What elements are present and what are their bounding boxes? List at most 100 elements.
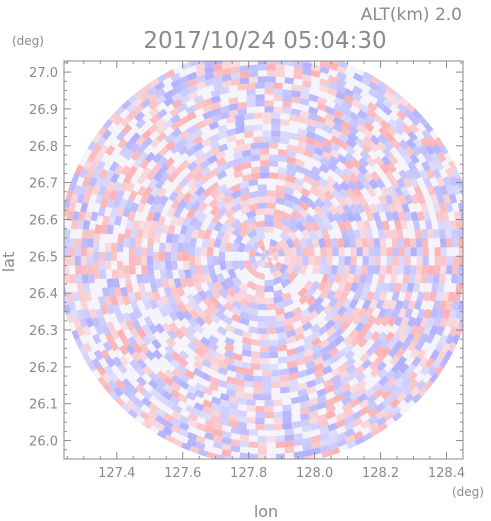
echo-cell — [354, 180, 365, 191]
echo-cell — [329, 61, 340, 66]
echo-cell — [351, 98, 362, 109]
echo-cell — [136, 358, 147, 370]
echo-cell — [375, 220, 384, 231]
echo-cell — [106, 321, 116, 332]
echo-cell — [423, 122, 434, 133]
echo-cell — [171, 98, 183, 109]
echo-cell — [264, 406, 274, 413]
echo-cell — [273, 82, 283, 89]
echo-cell — [97, 126, 108, 137]
echo-cell — [259, 346, 270, 353]
echo-cell — [451, 333, 461, 345]
echo-cell — [264, 220, 275, 227]
echo-cell — [185, 111, 197, 122]
echo-cell — [121, 123, 133, 135]
echo-cell — [152, 349, 163, 360]
echo-cell — [313, 296, 324, 308]
echo-cell — [357, 194, 368, 206]
echo-cell — [230, 72, 241, 80]
echo-cell — [93, 152, 104, 163]
echo-cell — [210, 95, 221, 104]
echo-cell — [307, 303, 318, 314]
echo-cell — [368, 360, 380, 371]
echo-cell — [383, 140, 395, 151]
echo-cell — [392, 411, 403, 422]
echo-cell — [179, 88, 190, 98]
echo-cell — [64, 238, 70, 248]
echo-cell — [146, 86, 158, 97]
echo-cell — [361, 237, 369, 248]
echo-cell — [407, 160, 418, 172]
echo-cell — [305, 379, 317, 389]
echo-cell — [387, 185, 397, 197]
echo-cell — [87, 140, 97, 152]
echo-cell — [132, 96, 144, 108]
echo-cell — [178, 380, 190, 390]
echo-cell — [401, 299, 410, 310]
echo-cell — [355, 372, 367, 383]
echo-cell — [141, 166, 152, 178]
echo-cell — [188, 246, 196, 257]
echo-cell — [159, 269, 168, 280]
echo-cell — [401, 202, 410, 214]
echo-cell — [411, 333, 422, 344]
echo-cell — [58, 270, 64, 279]
echo-cell — [301, 73, 312, 82]
echo-cell — [455, 325, 463, 336]
echo-cell — [323, 190, 335, 201]
echo-cell — [162, 119, 174, 130]
echo-cell — [170, 72, 181, 82]
echo-cell — [423, 308, 433, 320]
echo-cell — [201, 150, 213, 161]
echo-cell — [58, 243, 64, 252]
echo-cell — [266, 327, 277, 335]
echo-cell — [346, 211, 356, 223]
echo-cell — [193, 178, 205, 190]
echo-cell — [381, 220, 390, 231]
echo-cell — [281, 211, 293, 221]
echo-cell — [163, 412, 174, 423]
echo-cell — [297, 214, 309, 226]
echo-cell — [164, 157, 175, 168]
echo-cell — [414, 273, 422, 284]
echo-cell — [342, 166, 354, 178]
echo-cell — [395, 347, 406, 359]
echo-cell — [219, 393, 230, 402]
echo-cell — [349, 237, 357, 248]
echo-cell — [79, 184, 88, 196]
echo-cell — [418, 356, 429, 368]
echo-cell — [243, 260, 253, 271]
echo-cell — [453, 291, 462, 302]
echo-cell — [365, 345, 377, 357]
echo-cell — [146, 247, 154, 257]
echo-cell — [147, 238, 155, 248]
echo-cell — [275, 307, 286, 316]
echo-cell — [264, 226, 275, 233]
echo-cell — [332, 246, 339, 257]
echo-cell — [171, 92, 182, 102]
echo-cell — [123, 237, 130, 248]
echo-cell — [379, 338, 390, 350]
echo-cell — [186, 293, 196, 305]
echo-cell — [335, 204, 346, 215]
echo-cell — [318, 419, 330, 429]
echo-cell — [216, 272, 226, 284]
echo-cell — [175, 310, 186, 322]
echo-cell — [184, 369, 196, 380]
echo-cell — [333, 327, 344, 339]
echo-cell — [284, 446, 295, 454]
echo-cell — [341, 107, 353, 117]
echo-cell — [64, 287, 67, 297]
echo-cell — [164, 434, 176, 444]
echo-cell — [278, 263, 289, 275]
echo-cell — [368, 247, 375, 257]
echo-cell — [125, 320, 136, 331]
echo-cell — [334, 273, 343, 284]
echo-cell — [179, 277, 189, 289]
echo-cell — [273, 411, 283, 419]
echo-cell — [455, 219, 463, 230]
echo-cell — [370, 331, 381, 342]
echo-cell — [253, 112, 263, 119]
echo-cell — [122, 295, 131, 306]
echo-cell — [301, 256, 309, 266]
